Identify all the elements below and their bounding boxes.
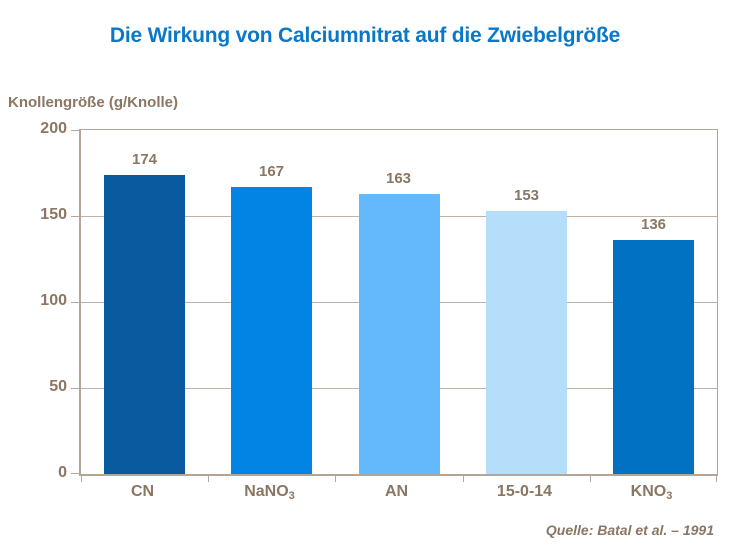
x-category-label: KNO3 [630, 483, 673, 502]
y-tick-label: 0 [58, 464, 67, 481]
bar-value-label: 167 [258, 163, 285, 180]
bar [613, 240, 694, 474]
x-category-label: AN [384, 483, 409, 500]
chart-title: Die Wirkung von Calciumnitrat auf die Zw… [109, 24, 621, 47]
plot-area: 0 50 100 150 200 174 167 163 153 136 [40, 120, 718, 482]
bar [231, 187, 312, 474]
y-tick-mark [71, 388, 79, 389]
x-tick-mark [590, 476, 591, 482]
y-tick-mark [71, 130, 79, 131]
bar [359, 194, 440, 474]
x-axis-labels: CN NaNO3 AN 15-0-14 KNO3 [79, 483, 715, 505]
y-tick-mark [71, 216, 79, 217]
y-tick-mark [71, 473, 79, 474]
x-category-label: 15-0-14 [496, 483, 553, 500]
bar [486, 211, 567, 474]
y-tick-label: 100 [40, 292, 67, 309]
bar [104, 175, 185, 474]
y-tick-mark [71, 302, 79, 303]
y-tick-label: 50 [49, 378, 67, 395]
x-tick-mark [463, 476, 464, 482]
bar-value-label: 153 [513, 187, 540, 204]
y-tick-label: 200 [40, 120, 67, 137]
bar-value-label: 174 [131, 151, 158, 168]
bar-value-label: 136 [640, 216, 667, 233]
x-tick-mark [81, 476, 82, 482]
x-tick-mark [208, 476, 209, 482]
y-tick-label: 150 [40, 206, 67, 223]
bar-value-label: 163 [385, 170, 412, 187]
x-category-label: NaNO3 [244, 483, 295, 502]
x-tick-mark [335, 476, 336, 482]
x-tick-mark [716, 476, 717, 482]
source-note: Quelle: Batal et al. – 1991 [545, 522, 714, 538]
x-category-label: CN [130, 483, 155, 500]
y-axis-title: Knollengröße (g/Knolle) [8, 94, 178, 111]
